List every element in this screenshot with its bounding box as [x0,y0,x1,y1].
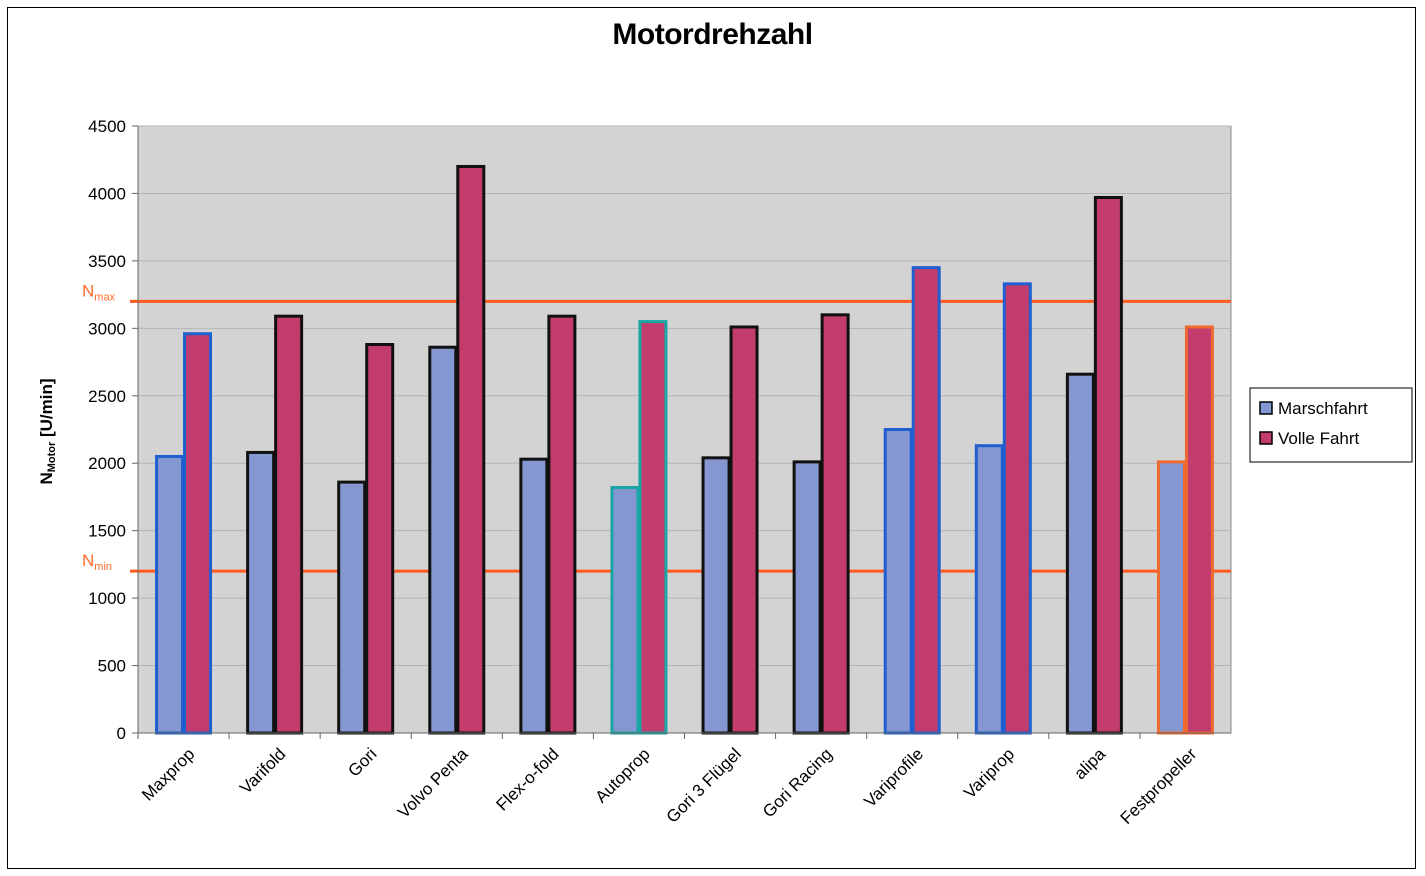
x-tick-label: Volvo Penta [394,744,472,822]
chart-title: Motordrehzahl [612,18,813,51]
y-tick-label: 0 [117,724,126,743]
legend-swatch [1259,431,1273,445]
bar-volle-fahrt [638,320,668,735]
x-tick-label: Variprop [960,744,1018,802]
bar-marschfahrt [246,450,276,735]
bar-volle-fahrt [274,314,304,735]
x-tick-label: Gori [344,744,380,780]
bar-marschfahrt [1156,460,1186,735]
y-axis-label: NMotor [U/min] [37,378,58,484]
bar-volle-fahrt [1184,325,1214,735]
bar-volle-fahrt [365,343,395,735]
bar-marschfahrt [155,454,185,735]
bar-marschfahrt [701,456,731,735]
reference-label-max: Nmax [82,281,116,303]
bar-marschfahrt [883,428,913,735]
x-tick-label: Festpropeller [1117,744,1201,828]
y-tick-label: 3500 [88,252,126,271]
x-tick-label: Autoprop [592,744,654,806]
y-tick-label: 4500 [88,117,126,136]
bar-marschfahrt [1065,372,1095,735]
legend-label: Marschfahrt [1278,399,1368,418]
x-tick-label: Gori 3 Flügel [663,744,745,826]
bar-marschfahrt [428,345,458,735]
y-tick-label: 500 [98,657,126,676]
y-tick-label: 1500 [88,522,126,541]
bar-volle-fahrt [547,314,577,735]
bar-marschfahrt [974,444,1004,735]
legend-box [1249,387,1413,463]
bar-marschfahrt [792,460,822,735]
bar-volle-fahrt [1002,282,1032,735]
legend-label: Volle Fahrt [1278,429,1360,448]
bar-volle-fahrt [456,164,486,735]
plot-area [137,125,1232,734]
bar-volle-fahrt [911,266,941,735]
x-tick-label: Varifold [236,744,289,797]
bar-marschfahrt [337,480,367,735]
bar-volle-fahrt [820,313,850,735]
bar-volle-fahrt [1093,195,1123,735]
x-tick-label: Flex-o-fold [492,744,562,814]
y-tick-label: 1000 [88,589,126,608]
y-tick-label: 2500 [88,387,126,406]
x-tick-label: alipa [1070,744,1109,783]
x-tick-label: Variprofile [860,744,927,811]
legend-swatch [1259,401,1273,415]
reference-label-min: Nmin [82,551,112,573]
y-tick-label: 3000 [88,319,126,338]
bar-volle-fahrt [729,325,759,735]
bar-volle-fahrt [183,332,213,735]
x-tick-label: Maxprop [138,744,198,804]
bar-marschfahrt [519,457,549,735]
y-tick-label: 4000 [88,184,126,203]
y-tick-label: 2000 [88,454,126,473]
bar-marschfahrt [610,486,640,735]
x-tick-label: Gori Racing [759,744,836,821]
